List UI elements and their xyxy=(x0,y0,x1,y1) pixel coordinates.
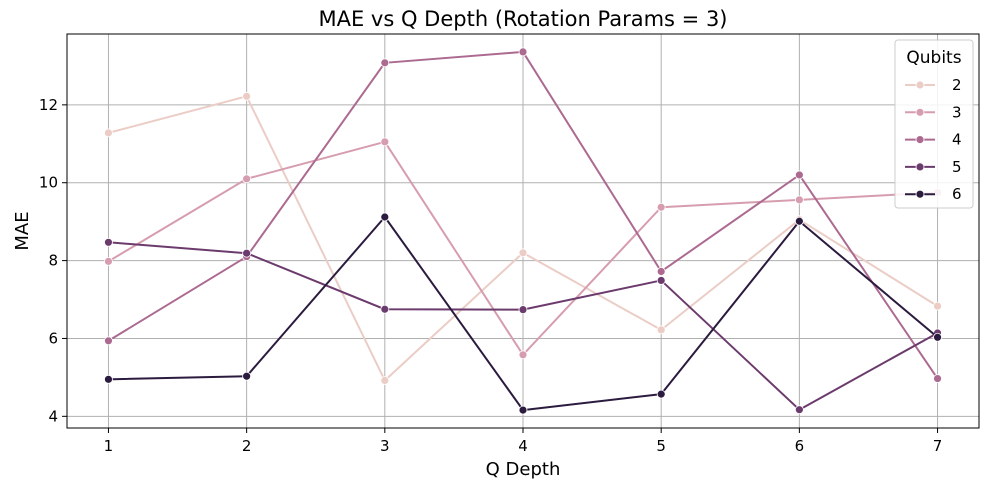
y-axis-label: MAE xyxy=(12,211,33,250)
data-point xyxy=(380,376,390,385)
data-point xyxy=(104,374,113,384)
x-tick-label: 6 xyxy=(795,437,805,455)
data-point xyxy=(518,405,528,415)
data-point xyxy=(104,237,113,247)
legend-swatch-marker xyxy=(915,162,925,172)
legend-item: 5 xyxy=(905,158,962,176)
y-tick-label: 6 xyxy=(48,329,58,347)
data-point xyxy=(380,137,390,147)
data-point xyxy=(242,248,252,258)
legend-swatch-marker xyxy=(915,107,925,117)
series-layer xyxy=(104,47,942,415)
data-point xyxy=(794,216,804,226)
data-point xyxy=(933,374,942,383)
y-tick-label: 4 xyxy=(48,407,58,425)
legend-label: 3 xyxy=(952,103,962,121)
data-point xyxy=(794,195,804,205)
data-point xyxy=(518,350,528,360)
x-tick-label: 3 xyxy=(380,437,390,455)
data-point xyxy=(242,174,252,184)
series-5 xyxy=(104,237,942,415)
data-point xyxy=(933,301,942,311)
legend-item: 3 xyxy=(905,103,962,121)
legend-label: 2 xyxy=(952,76,962,94)
data-point xyxy=(104,128,113,138)
data-point xyxy=(518,305,528,315)
data-point xyxy=(242,371,252,381)
data-point xyxy=(242,91,252,101)
y-tick-label: 10 xyxy=(39,174,58,192)
x-tick-label: 5 xyxy=(656,437,666,455)
data-point xyxy=(104,336,113,346)
grid-lines xyxy=(67,34,979,428)
data-point xyxy=(656,267,666,276)
legend-title: Qubits xyxy=(906,48,961,68)
data-point xyxy=(656,325,666,335)
data-point xyxy=(518,47,528,57)
x-axis-label: Q Depth xyxy=(486,459,561,480)
data-point xyxy=(104,256,113,266)
x-tick-label: 4 xyxy=(518,437,528,455)
legend-item: 2 xyxy=(905,76,962,94)
data-point xyxy=(656,202,666,212)
legend-item: 6 xyxy=(905,185,962,203)
legend-items: 2 3 4 5 6 xyxy=(905,76,962,203)
legend-swatch-marker xyxy=(915,189,925,199)
chart-title: MAE vs Q Depth (Rotation Params = 3) xyxy=(319,7,728,31)
data-point xyxy=(933,332,942,342)
series-6 xyxy=(104,212,942,415)
legend-swatch-marker xyxy=(915,135,925,145)
data-point xyxy=(380,304,390,314)
legend-item: 4 xyxy=(905,131,962,149)
legend-label: 4 xyxy=(952,131,962,149)
data-point xyxy=(380,212,390,222)
legend-swatch-marker xyxy=(915,80,925,90)
data-point xyxy=(656,276,666,285)
x-tick-label: 1 xyxy=(104,437,114,455)
x-tick-label: 7 xyxy=(933,437,943,455)
data-point xyxy=(794,405,804,415)
data-point xyxy=(518,248,528,258)
y-tick-label: 12 xyxy=(39,96,58,114)
legend-label: 6 xyxy=(952,185,962,203)
legend-label: 5 xyxy=(952,158,962,176)
data-point xyxy=(656,389,666,399)
y-tick-label: 8 xyxy=(48,252,58,270)
data-point xyxy=(794,170,804,180)
data-point xyxy=(380,58,390,68)
x-tick-label: 2 xyxy=(242,437,252,455)
legend: Qubits 2 3 4 5 6 xyxy=(894,39,974,209)
